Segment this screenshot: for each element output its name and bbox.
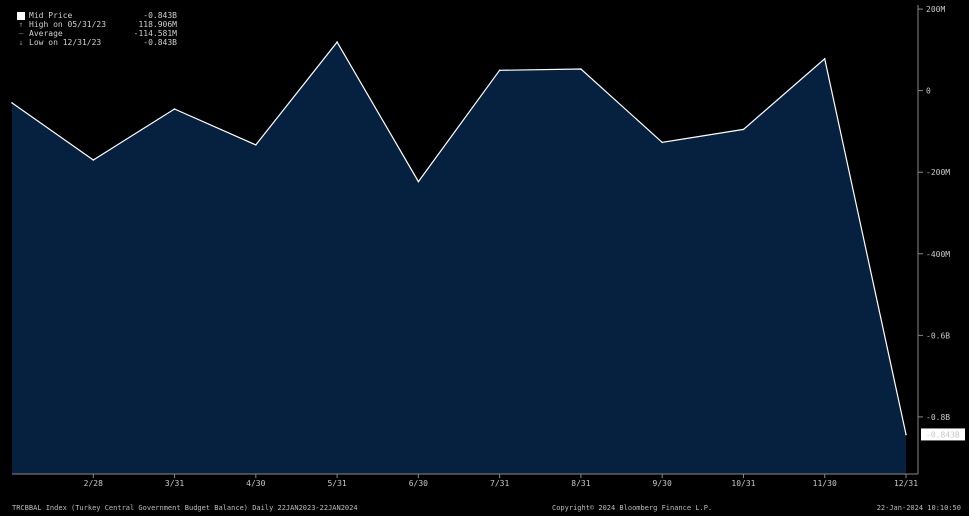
data-point-2-28 xyxy=(92,159,95,161)
data-point-5-31 xyxy=(336,41,338,43)
timestamp: 22-Jan-2024 10:10:50 xyxy=(876,504,961,512)
x-tick-label: 7/31 xyxy=(490,479,509,488)
y-tick-label: -400M xyxy=(926,250,950,259)
last-value-label: -0.843B xyxy=(926,430,960,439)
x-tick-label: 11/30 xyxy=(813,479,837,488)
legend-label: High on 05/31/23 xyxy=(29,20,107,29)
y-tick-label: 0 xyxy=(926,87,931,96)
copyright-notice: Copyright© 2024 Bloomberg Finance L.P. xyxy=(552,504,713,512)
legend-value: 118.906M xyxy=(138,20,177,29)
data-point-1-31 xyxy=(11,102,13,104)
legend-value: -0.843B xyxy=(143,11,177,20)
data-point-12-31 xyxy=(905,433,907,436)
series-line xyxy=(11,41,907,435)
y-tick-label: 200M xyxy=(926,5,945,14)
average-marker-icon: — xyxy=(18,29,24,38)
legend-label: Average xyxy=(29,29,63,38)
x-tick-label: 9/30 xyxy=(653,479,672,488)
y-tick-label: -0.6B xyxy=(926,331,950,340)
legend-value: -0.843B xyxy=(143,38,177,47)
data-point-3-31 xyxy=(173,108,176,110)
data-point-8-31 xyxy=(580,68,582,70)
y-tick-label: -0.8B xyxy=(926,413,950,422)
x-tick-label: 3/31 xyxy=(165,479,184,488)
legend-item-mid-price: Mid Price -0.843B xyxy=(17,11,177,20)
legend-label: Mid Price xyxy=(29,11,73,20)
data-point-11-30 xyxy=(823,58,826,60)
data-point-6-30 xyxy=(417,180,420,183)
y-tick-label: -200M xyxy=(926,168,950,177)
legend-value: -114.581M xyxy=(133,29,177,38)
index-description: TRCBBAL Index (Turkey Central Government… xyxy=(12,504,358,512)
x-tick-label: 5/31 xyxy=(327,479,346,488)
last-value-tag-background xyxy=(921,428,965,441)
x-tick-label: 12/31 xyxy=(894,479,918,488)
x-tick-label: 6/30 xyxy=(409,479,428,488)
low-marker-icon: ↓ xyxy=(18,38,24,47)
x-tick-label: 2/28 xyxy=(84,479,103,488)
series-area-fill xyxy=(12,42,906,474)
legend-item-low: ↓ Low on 12/31/23 -0.843B xyxy=(17,38,177,47)
legend-item-high: ↑ High on 05/31/23 118.906M xyxy=(17,20,177,29)
data-point-4-30 xyxy=(255,144,257,146)
data-point-10-31 xyxy=(742,128,745,131)
data-point-9-30 xyxy=(661,141,663,144)
series-swatch-icon xyxy=(17,11,25,20)
legend-label: Low on 12/31/23 xyxy=(29,38,102,47)
data-point-7-31 xyxy=(498,69,501,72)
last-value-tag: -0.843B xyxy=(921,428,965,441)
high-marker-icon: ↑ xyxy=(18,20,24,29)
x-tick-label: 4/30 xyxy=(246,479,265,488)
legend-item-average: — Average -114.581M xyxy=(17,29,177,38)
legend: Mid Price -0.843B ↑ High on 05/31/23 118.… xyxy=(14,9,180,49)
x-tick-label: 10/31 xyxy=(731,479,755,488)
x-tick-label: 8/31 xyxy=(571,479,590,488)
